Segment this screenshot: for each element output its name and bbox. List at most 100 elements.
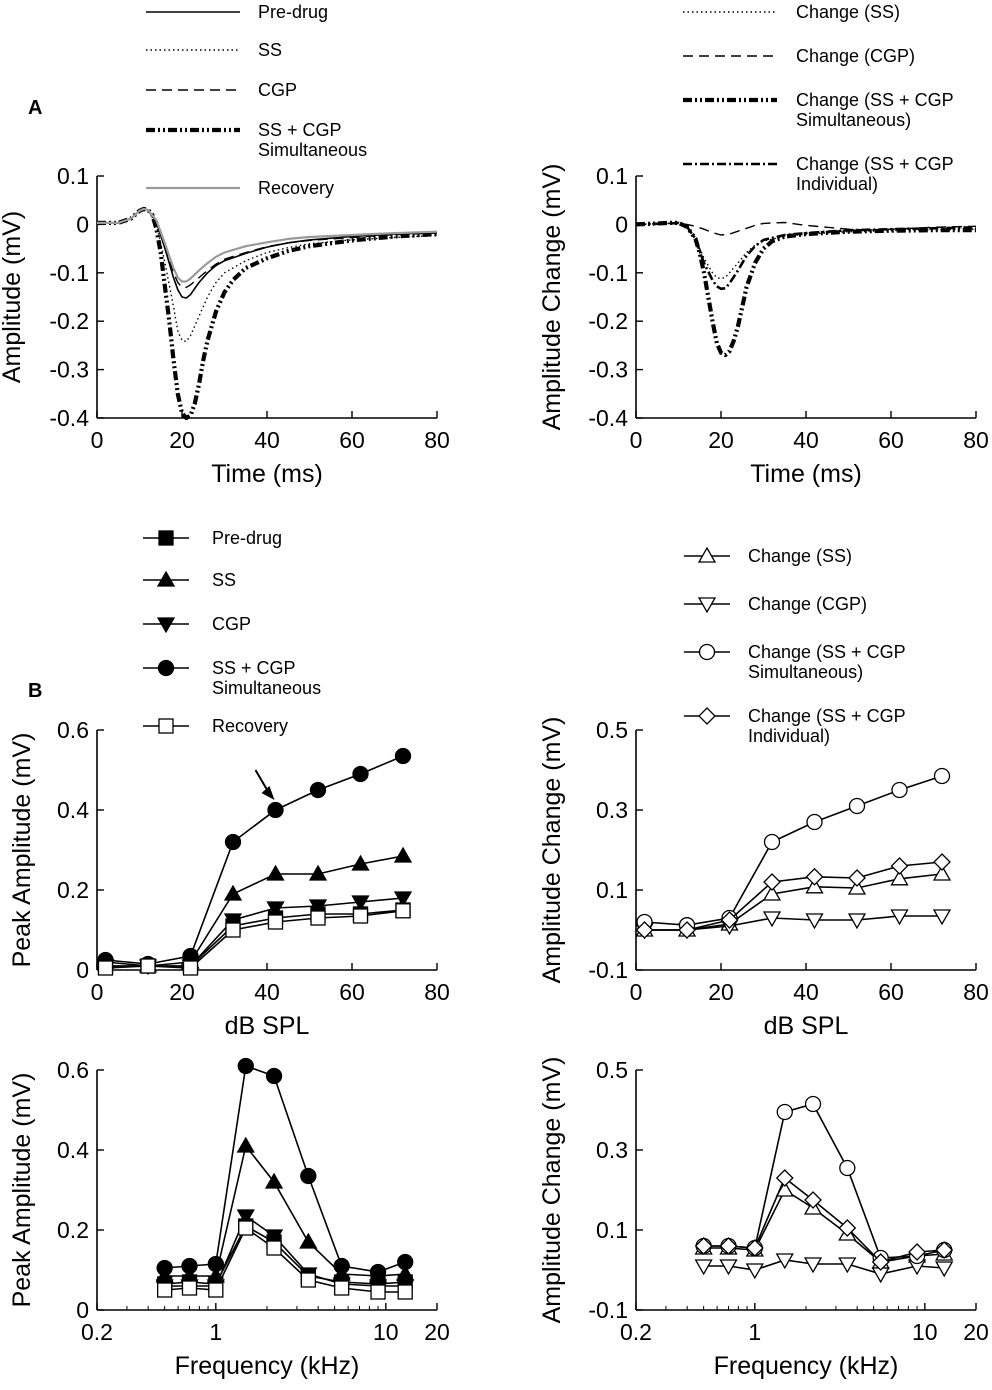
series-line xyxy=(703,1103,945,1259)
data-point xyxy=(805,877,824,894)
data-point xyxy=(847,913,867,930)
data-point xyxy=(932,909,952,926)
x-tick-label: 10 xyxy=(912,1319,938,1345)
data-point xyxy=(140,958,156,974)
legend-label: Individual) xyxy=(796,174,878,194)
data-point xyxy=(890,909,909,926)
y-tick-label: 0 xyxy=(76,1297,89,1323)
legend-label: Change (SS + CGP xyxy=(796,154,954,174)
data-point xyxy=(745,1263,764,1280)
legend-label: CGP xyxy=(212,614,251,634)
data-point xyxy=(775,1253,794,1270)
x-tick-label: 20 xyxy=(424,1319,450,1345)
data-point xyxy=(352,765,369,783)
chart-b-right-top: 0 20 40 60 80 -0.1 0.1 0.3 0.5 dB SPL Amplitude Ch… xyxy=(538,717,989,1040)
series-line xyxy=(97,208,438,288)
y-tick-label: 0.5 xyxy=(596,1057,628,1083)
legend-item-ss: SS xyxy=(143,570,236,590)
legend-item-pre-drug: Pre-drug xyxy=(146,2,328,22)
data-point xyxy=(763,833,781,851)
legend-label: SS + CGP xyxy=(212,658,296,678)
legend-item-recovery: Recovery xyxy=(143,716,288,736)
legend-label: SS xyxy=(212,570,236,590)
x-tick-label: 20 xyxy=(169,427,195,453)
data-point xyxy=(775,1169,794,1187)
series-line xyxy=(97,206,438,421)
legend-swatch-marker xyxy=(698,643,716,661)
data-point xyxy=(838,1219,857,1237)
data-point xyxy=(370,1284,386,1300)
data-point xyxy=(265,1067,283,1085)
x-tick-label: 80 xyxy=(424,427,450,453)
series-change-ss-cgp-individual xyxy=(635,853,951,939)
y-tick-label: 0.2 xyxy=(57,1217,89,1243)
x-axis-label: dB SPL xyxy=(764,1012,849,1040)
legend-swatch-marker xyxy=(158,718,174,734)
y-tick-label: 0 xyxy=(76,211,89,237)
x-axis-label: Time (ms) xyxy=(750,460,862,488)
data-point xyxy=(890,857,909,875)
legend-swatch-marker xyxy=(156,617,176,634)
series-change-ss-cgp-simultaneous xyxy=(695,1095,953,1267)
data-point xyxy=(264,1172,284,1189)
legend-item-change-ss: Change (SS) xyxy=(684,546,852,566)
data-point xyxy=(97,960,114,976)
data-point xyxy=(806,813,823,831)
x-tick-label: 80 xyxy=(963,979,989,1005)
data-point xyxy=(223,913,243,930)
series-change-ss-cgp-simultaneous xyxy=(635,220,976,358)
legend-item-cgp: CGP xyxy=(143,614,251,634)
series-line xyxy=(703,1259,945,1275)
legend-swatch-marker xyxy=(158,530,174,546)
x-tick-label: 0 xyxy=(91,979,104,1005)
data-point xyxy=(803,1257,823,1274)
data-point xyxy=(745,1239,764,1257)
chart-b-right-bottom: 0.2 1 10 20 -0.1 0.1 0.3 0.5 Frequency (kHz) Ampl… xyxy=(538,1057,989,1380)
legend-item-change-ss: Change (SS) xyxy=(683,2,900,22)
data-point xyxy=(333,1257,350,1275)
legend-swatch-marker xyxy=(697,597,717,614)
data-point xyxy=(225,922,241,938)
data-point xyxy=(635,921,654,939)
panel-label-b: B xyxy=(28,680,42,702)
legend-label: SS xyxy=(258,40,282,60)
y-axis-label: Amplitude Change (mV) xyxy=(538,1057,566,1324)
series-cgp xyxy=(97,208,438,288)
legend-label: Simultaneous xyxy=(258,140,367,160)
series-ss xyxy=(97,208,438,343)
data-point xyxy=(207,1255,224,1273)
data-point xyxy=(156,1259,173,1277)
annotation-arrow xyxy=(254,769,275,800)
y-tick-label: 0.6 xyxy=(57,717,89,743)
data-point xyxy=(804,1191,822,1209)
x-tick-label: 0 xyxy=(630,979,643,1005)
x-tick-label: 80 xyxy=(963,427,989,453)
series-change-cgp xyxy=(694,1253,954,1284)
data-point xyxy=(694,1237,713,1255)
legend-item-change-cgp: Change (CGP) xyxy=(683,46,915,66)
series-line xyxy=(644,775,943,927)
series-line xyxy=(635,220,976,358)
series-pre-drug xyxy=(97,208,438,299)
y-tick-label: 0.6 xyxy=(57,1057,89,1083)
legend-swatch-marker xyxy=(157,659,175,677)
y-tick-label: -0.1 xyxy=(588,957,628,983)
legend-item-ss: SS xyxy=(146,40,282,60)
data-point xyxy=(776,1103,793,1121)
series-change-ss-cgp-individual xyxy=(635,221,977,291)
data-point xyxy=(156,1282,173,1298)
series-ss-cgp-simultaneous xyxy=(97,747,412,973)
x-tick-label: 20 xyxy=(708,979,734,1005)
data-point xyxy=(397,1253,414,1271)
legend-label: Change (SS) xyxy=(748,546,852,566)
data-point xyxy=(762,911,782,928)
y-tick-label: 0 xyxy=(615,211,628,237)
data-point xyxy=(890,869,909,886)
y-tick-label: -0.4 xyxy=(49,405,89,431)
data-point xyxy=(805,867,824,886)
data-point xyxy=(678,921,696,939)
data-point xyxy=(908,1243,926,1261)
series-change-ss-cgp-individual xyxy=(694,1169,954,1271)
legend-label: Pre-drug xyxy=(212,528,282,548)
